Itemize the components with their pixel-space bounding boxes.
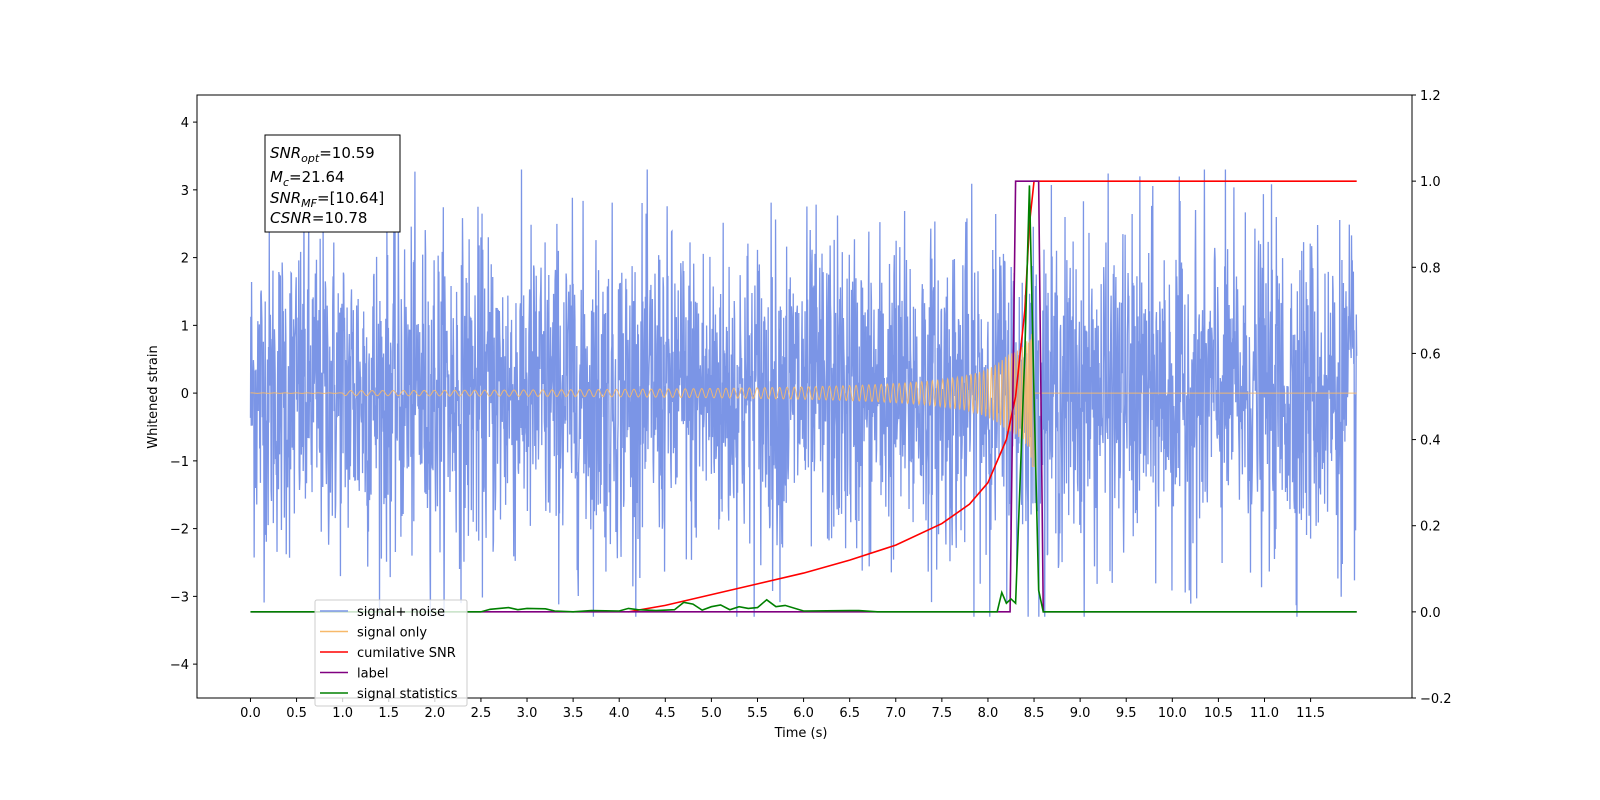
x-tick-label: 5.5 <box>747 706 768 721</box>
y-axis-label: Whitened strain <box>146 345 161 448</box>
y2-axis-ticks: 1.2 1.0 0.8 0.6 0.4 0.2 0.0 −0.2 <box>1412 89 1452 707</box>
y2-tick-label: 0.8 <box>1420 261 1441 276</box>
x-tick-label: 0.0 <box>240 706 261 721</box>
y2-tick-label: 0.0 <box>1420 606 1441 621</box>
x-tick-label: 11.0 <box>1250 706 1279 721</box>
legend-label: signal statistics <box>357 687 458 702</box>
y2-tick-label: 0.6 <box>1420 347 1441 362</box>
x-tick-label: 4.5 <box>655 706 676 721</box>
y-tick-label: −3 <box>170 590 189 605</box>
x-tick-label: 10.5 <box>1204 706 1233 721</box>
y-axis-ticks: 4 3 2 1 0 −1 −2 −3 −4 <box>170 116 197 673</box>
legend-label: cumilative SNR <box>357 646 456 661</box>
annotation-snr-opt: SNRopt=10.59 <box>270 144 375 165</box>
x-axis-label: Time (s) <box>774 726 828 741</box>
y-tick-label: 1 <box>181 319 189 334</box>
x-tick-label: 3.5 <box>563 706 584 721</box>
y2-tick-label: 0.2 <box>1420 520 1441 535</box>
x-axis-ticks: 0.0 0.5 1.0 1.5 2.0 2.5 3.0 3.5 4.0 4.5 5.0 5.5 6.0 6… <box>240 698 1325 721</box>
x-tick-label: 7.5 <box>932 706 953 721</box>
plot-area <box>249 169 1358 617</box>
x-tick-label: 10.0 <box>1158 706 1187 721</box>
x-tick-label: 9.0 <box>1070 706 1091 721</box>
y-tick-label: −4 <box>170 658 189 673</box>
y-tick-label: −2 <box>170 523 189 538</box>
x-tick-label: 1.5 <box>378 706 399 721</box>
annotation-snr-mf: SNRMF=[10.64] <box>270 189 384 210</box>
series-signal-statistics <box>250 185 1357 613</box>
x-tick-label: 6.5 <box>839 706 860 721</box>
legend-label: label <box>357 667 388 682</box>
x-tick-label: 1.0 <box>332 706 353 721</box>
x-tick-label: 9.5 <box>1116 706 1137 721</box>
series-signal-only <box>250 334 1357 467</box>
y-tick-label: −1 <box>170 455 189 470</box>
y-tick-label: 3 <box>181 184 189 199</box>
x-tick-label: 7.0 <box>885 706 906 721</box>
annotation-box: SNRopt=10.59 Mc=21.64 SNRMF=[10.64] CSNR… <box>264 134 401 233</box>
x-tick-label: 8.0 <box>978 706 999 721</box>
x-tick-label: 5.0 <box>701 706 722 721</box>
series-signal-noise <box>249 169 1358 617</box>
y2-tick-label: 0.4 <box>1420 434 1441 449</box>
x-tick-label: 8.5 <box>1024 706 1045 721</box>
x-tick-label: 2.0 <box>424 706 445 721</box>
annotation-mc: Mc=21.64 <box>270 168 345 189</box>
y2-tick-label: 1.2 <box>1420 89 1441 104</box>
x-tick-label: 11.5 <box>1296 706 1325 721</box>
x-tick-label: 3.0 <box>517 706 538 721</box>
y-tick-label: 2 <box>181 252 189 267</box>
x-tick-label: 2.5 <box>471 706 492 721</box>
y2-tick-label: −0.2 <box>1420 692 1452 707</box>
axes-frame <box>196 94 1413 699</box>
x-tick-label: 0.5 <box>286 706 307 721</box>
x-tick-label: 4.0 <box>609 706 630 721</box>
x-tick-label: 6.0 <box>793 706 814 721</box>
y-tick-label: 4 <box>181 116 189 131</box>
legend-label: signal+ noise <box>357 605 445 620</box>
legend-label: signal only <box>357 626 427 641</box>
y-tick-label: 0 <box>181 387 189 402</box>
y2-tick-label: 1.0 <box>1420 175 1441 190</box>
annotation-csnr: CSNR=10.78 <box>270 209 367 227</box>
legend: signal+ noise signal only cumilative SNR la… <box>314 599 468 707</box>
